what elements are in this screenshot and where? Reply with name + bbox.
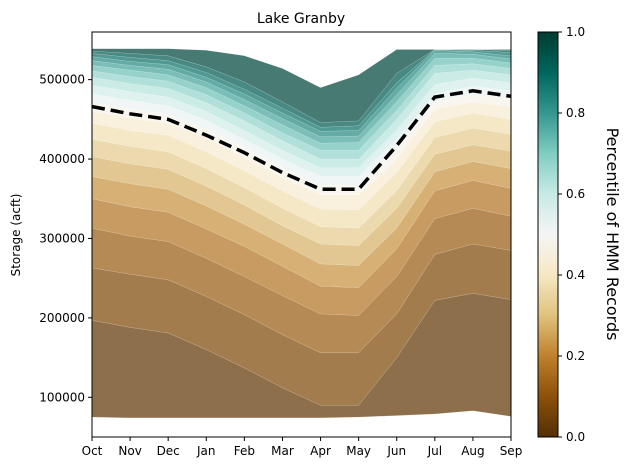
y-tick-label: 200000	[39, 311, 85, 325]
y-axis-label: Storage (acft)	[9, 194, 23, 277]
x-tick-label: Nov	[118, 444, 141, 458]
colorbar: 0.0 0.2 0.4 0.6 0.8 1.0 Percentile of HMM Rec…	[537, 25, 622, 444]
y-tick-label: 400000	[39, 152, 85, 166]
plot-frame	[91, 31, 512, 438]
x-tick-label: Jul	[427, 444, 442, 458]
y-axis-ticks: 100000 200000 300000 400000 500000	[39, 73, 92, 404]
median-line	[92, 89, 511, 191]
x-tick-label: May	[346, 444, 371, 458]
colorbar-tick-label: 0.8	[566, 106, 585, 120]
y-tick-label: 500000	[39, 73, 85, 87]
x-tick-label: Jun	[386, 444, 406, 458]
chart-title: Lake Granby	[257, 11, 345, 27]
x-tick-label: Oct	[82, 444, 103, 458]
colorbar-tick-label: 0.0	[566, 430, 585, 444]
colorbar-tick-label: 0.4	[566, 268, 585, 282]
colorbar-ticks: 0.0 0.2 0.4 0.6 0.8 1.0	[558, 25, 585, 444]
colorbar-tick-label: 1.0	[566, 25, 585, 39]
x-axis-ticks: Oct Nov Dec Jan Feb Mar Apr May Jun Jul Aug Sep	[82, 437, 523, 458]
percentile-bands	[92, 48, 511, 419]
x-tick-label: Mar	[271, 444, 294, 458]
x-tick-label: Apr	[310, 444, 331, 458]
colorbar-tick-label: 0.2	[566, 349, 585, 363]
x-tick-label: Jan	[196, 444, 216, 458]
x-tick-label: Feb	[234, 444, 255, 458]
colorbar-fill	[538, 32, 558, 437]
colorbar-tick-label: 0.6	[566, 187, 585, 201]
x-tick-label: Dec	[157, 444, 180, 458]
y-tick-label: 300000	[39, 231, 85, 245]
x-tick-label: Sep	[500, 444, 523, 458]
x-tick-label: Aug	[461, 444, 484, 458]
colorbar-label: Percentile of HMM Records	[603, 128, 622, 341]
y-tick-label: 100000	[39, 390, 85, 404]
plot-area	[92, 48, 511, 419]
colorbar-frame	[537, 31, 559, 438]
percentile-band	[92, 48, 511, 123]
